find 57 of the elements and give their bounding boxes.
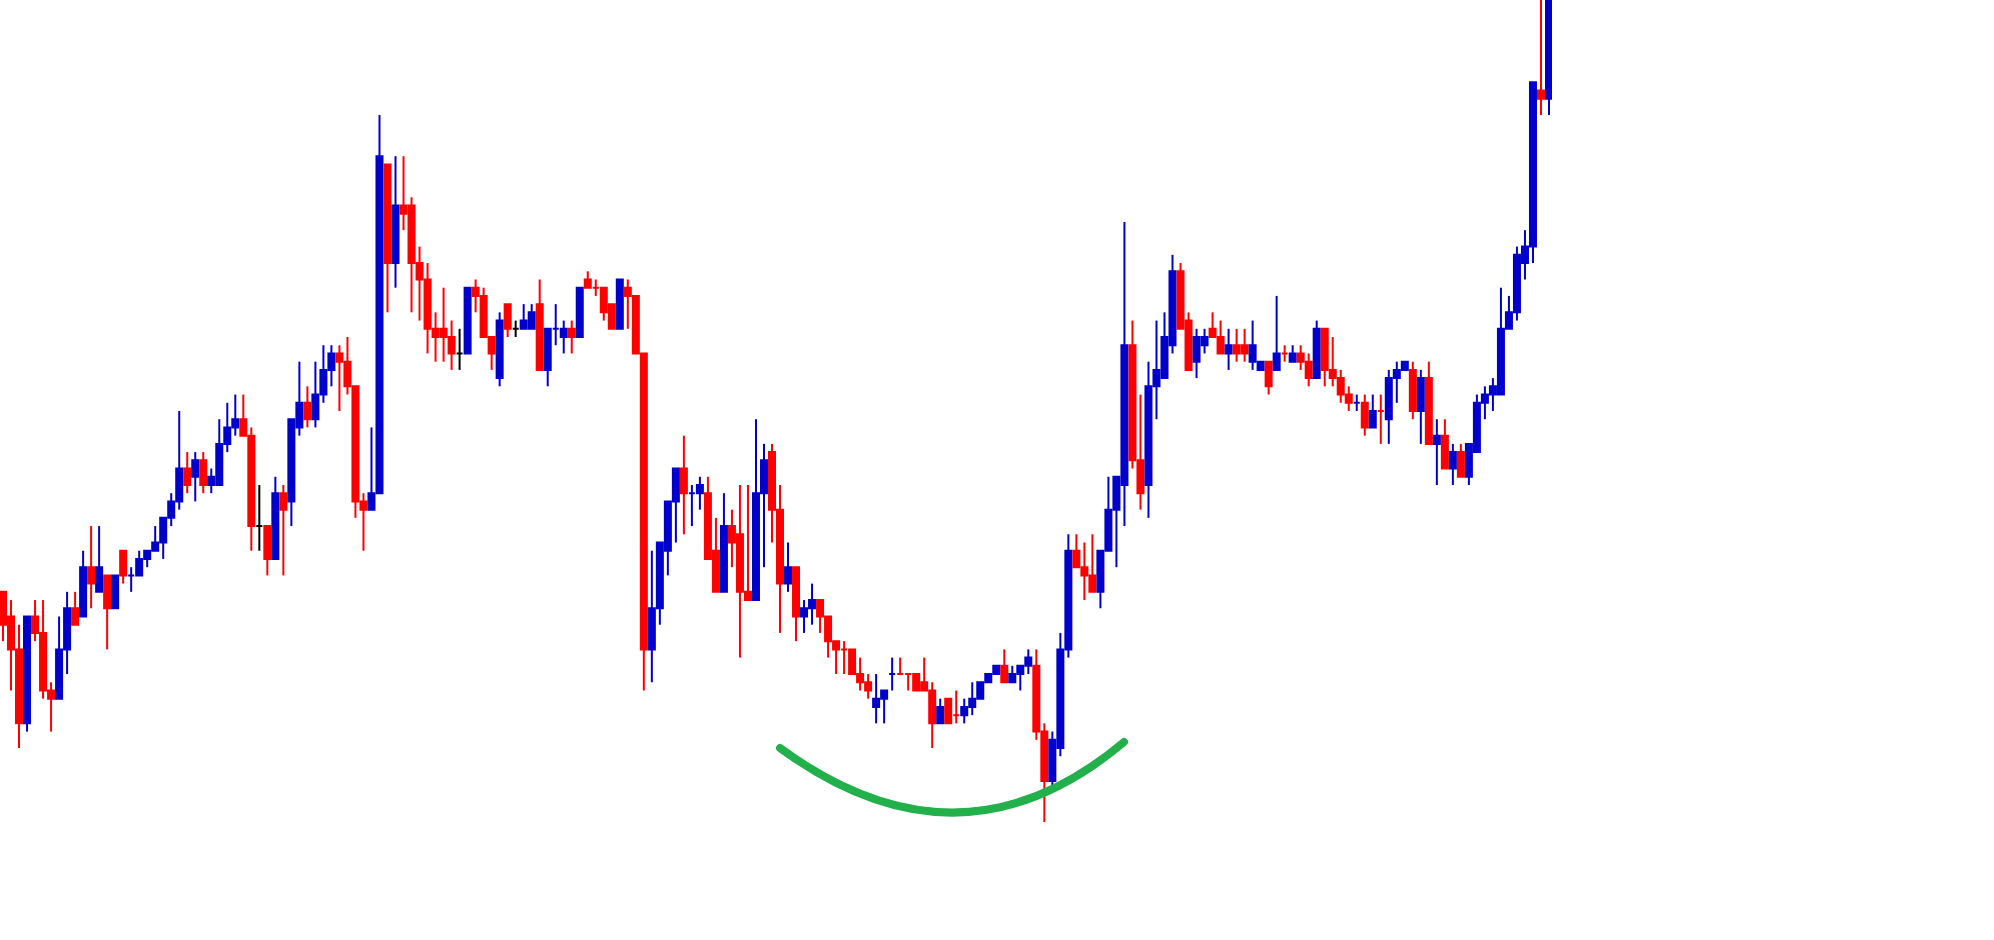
candlestick <box>1456 442 1465 478</box>
candlestick <box>503 303 512 339</box>
candlestick <box>1368 393 1377 429</box>
candlestick <box>1200 327 1209 355</box>
candlestick <box>303 385 312 429</box>
candlestick <box>1408 360 1417 421</box>
candlestick <box>808 582 817 626</box>
candlestick <box>1024 648 1033 676</box>
candlestick <box>439 286 448 363</box>
candlestick <box>679 434 688 536</box>
candlestick <box>872 673 881 725</box>
candlestick <box>1384 368 1393 445</box>
candlestick <box>1536 0 1545 117</box>
candlestick <box>1416 368 1425 445</box>
candlestick <box>944 697 953 725</box>
candlestick <box>1088 533 1097 593</box>
candlestick <box>936 697 945 725</box>
candlestick <box>1304 352 1313 388</box>
candlestick <box>1192 327 1201 380</box>
candlestick <box>95 525 104 593</box>
candlestick <box>647 549 656 684</box>
candlestick <box>263 525 272 577</box>
candlestick <box>519 303 528 330</box>
candlestick <box>1216 319 1225 355</box>
candlestick <box>1440 418 1449 470</box>
candlestick <box>1272 294 1281 371</box>
candlestick <box>599 286 608 322</box>
candlestick <box>816 599 825 634</box>
candlestick <box>1224 327 1233 371</box>
candlestick <box>335 344 344 412</box>
candlestick <box>87 525 96 610</box>
candlestick <box>279 483 288 577</box>
candlestick <box>1432 418 1441 486</box>
candlestick <box>119 549 128 585</box>
candlestick <box>671 467 680 544</box>
candlestick <box>1360 393 1369 437</box>
candlestick <box>1248 319 1257 371</box>
candlestick <box>103 574 112 651</box>
candlestick <box>1448 442 1457 486</box>
candlestick <box>183 451 192 495</box>
candlestick <box>1264 360 1273 396</box>
candlestick <box>1080 541 1089 602</box>
candlestick <box>199 451 208 495</box>
candlestick <box>784 541 793 593</box>
candlestick <box>111 574 120 610</box>
candlestick <box>71 590 80 626</box>
candlestick <box>856 656 865 692</box>
candlestick <box>1240 327 1249 363</box>
candlestick <box>1000 648 1009 684</box>
candlestick <box>1232 327 1241 363</box>
candlestick <box>191 451 200 503</box>
candlestick <box>1320 327 1329 388</box>
candlestick <box>928 681 937 750</box>
candlestick <box>527 303 536 330</box>
candlestick <box>567 319 576 355</box>
candlestick <box>151 525 160 552</box>
candlestick <box>968 681 977 717</box>
